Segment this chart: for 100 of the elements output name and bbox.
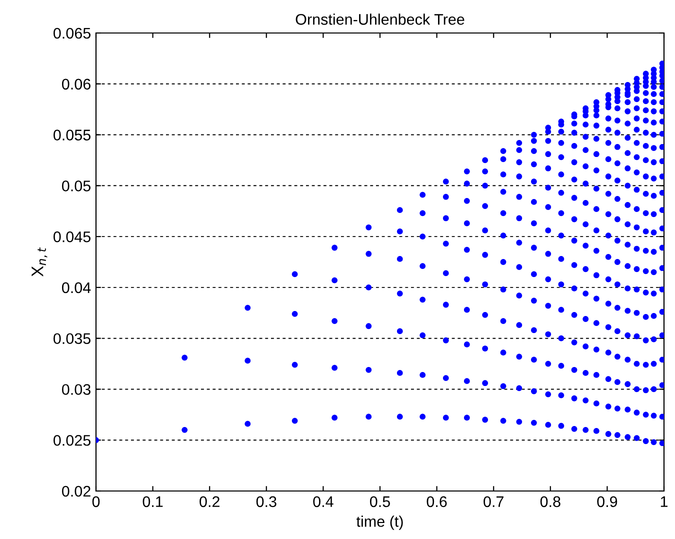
point bbox=[530, 388, 537, 394]
point bbox=[650, 439, 657, 446]
point bbox=[659, 356, 664, 363]
point bbox=[659, 244, 664, 251]
point bbox=[593, 346, 600, 352]
point bbox=[482, 281, 488, 288]
point bbox=[642, 190, 649, 197]
point bbox=[650, 269, 657, 276]
point bbox=[500, 286, 506, 292]
point bbox=[614, 105, 620, 112]
point bbox=[582, 147, 589, 153]
point bbox=[482, 203, 488, 209]
point bbox=[182, 354, 188, 361]
point bbox=[366, 414, 372, 420]
point bbox=[558, 335, 564, 342]
point bbox=[593, 272, 600, 278]
point bbox=[634, 246, 640, 252]
point bbox=[642, 98, 649, 104]
point bbox=[614, 178, 620, 184]
point bbox=[659, 382, 664, 388]
point bbox=[642, 412, 649, 418]
point bbox=[650, 336, 657, 342]
point bbox=[420, 234, 426, 240]
point bbox=[530, 199, 537, 205]
point bbox=[634, 169, 640, 176]
point bbox=[558, 256, 564, 262]
point bbox=[634, 224, 640, 230]
point bbox=[593, 206, 600, 212]
point bbox=[571, 238, 578, 244]
point bbox=[442, 375, 449, 381]
point bbox=[366, 224, 372, 230]
point bbox=[571, 176, 578, 183]
point bbox=[442, 414, 449, 421]
point bbox=[464, 306, 470, 313]
point bbox=[642, 107, 649, 114]
point bbox=[516, 264, 522, 270]
point bbox=[624, 242, 631, 248]
point bbox=[582, 290, 589, 296]
point bbox=[642, 268, 649, 274]
point bbox=[558, 392, 564, 398]
point bbox=[650, 99, 657, 106]
point bbox=[244, 304, 251, 311]
point bbox=[650, 132, 657, 138]
point bbox=[442, 270, 449, 276]
point bbox=[482, 228, 488, 234]
point bbox=[624, 99, 631, 106]
point bbox=[650, 386, 657, 392]
point bbox=[516, 354, 522, 360]
point bbox=[605, 140, 612, 146]
point bbox=[593, 428, 600, 434]
point bbox=[605, 431, 612, 437]
point bbox=[650, 120, 657, 126]
point bbox=[642, 438, 649, 444]
point bbox=[420, 414, 426, 420]
point bbox=[482, 346, 488, 352]
point bbox=[593, 186, 600, 192]
point bbox=[396, 370, 403, 376]
point bbox=[614, 354, 620, 360]
point bbox=[442, 194, 449, 200]
point bbox=[464, 220, 470, 226]
y-tick-label: 0.065 bbox=[54, 28, 90, 39]
point bbox=[545, 204, 552, 210]
point bbox=[650, 108, 657, 114]
point bbox=[659, 207, 664, 214]
point bbox=[545, 391, 552, 398]
point bbox=[593, 320, 600, 326]
point bbox=[659, 99, 664, 106]
point bbox=[614, 238, 620, 244]
point bbox=[530, 356, 537, 363]
point bbox=[482, 416, 488, 423]
point bbox=[582, 221, 589, 228]
point bbox=[500, 232, 506, 238]
x-tick-label: 0.2 bbox=[200, 496, 220, 508]
point bbox=[624, 356, 631, 363]
point bbox=[500, 259, 506, 265]
point bbox=[605, 404, 612, 410]
point bbox=[571, 339, 578, 346]
point bbox=[571, 159, 578, 166]
point bbox=[545, 138, 552, 144]
point bbox=[582, 242, 589, 249]
point bbox=[614, 196, 620, 202]
point bbox=[593, 136, 600, 142]
point bbox=[396, 228, 403, 234]
point bbox=[516, 174, 522, 180]
point bbox=[420, 192, 426, 198]
y-tick-label: 0.02 bbox=[62, 486, 90, 497]
point bbox=[642, 143, 649, 149]
point bbox=[642, 90, 649, 96]
point bbox=[624, 221, 631, 228]
point bbox=[516, 385, 522, 392]
point bbox=[500, 156, 506, 162]
point bbox=[545, 228, 552, 234]
x-tick-label: 0.3 bbox=[256, 496, 276, 508]
point bbox=[530, 161, 537, 168]
point bbox=[650, 412, 657, 419]
point bbox=[558, 281, 564, 288]
point bbox=[582, 266, 589, 272]
point bbox=[614, 406, 620, 412]
point bbox=[659, 286, 664, 292]
point bbox=[582, 316, 589, 322]
